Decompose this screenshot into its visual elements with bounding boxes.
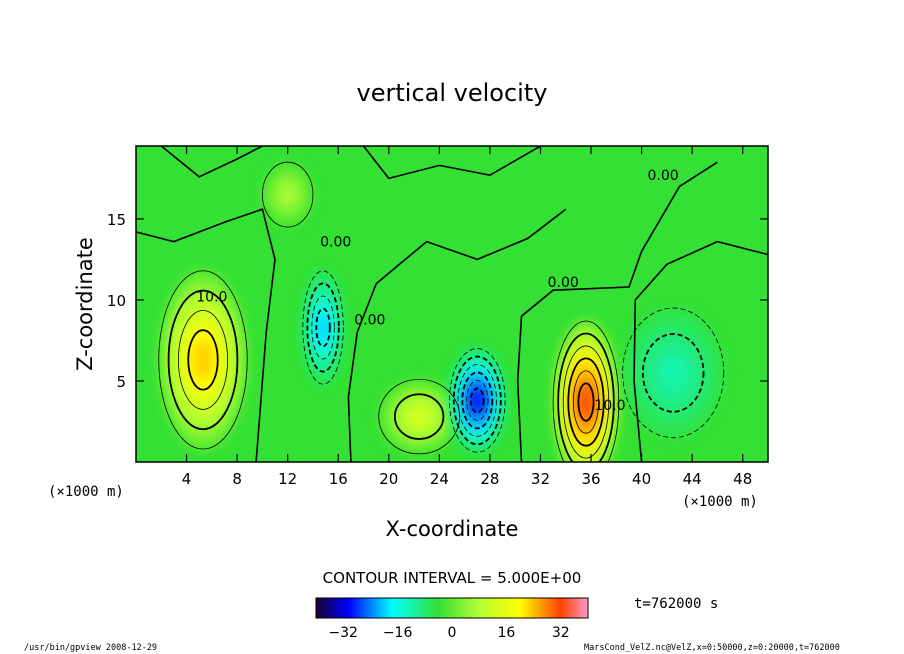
x-unit-right: (×1000 m) [682,494,758,510]
x-axis-label: X-coordinate [386,517,519,541]
contour-line-5-1 [641,333,705,413]
y-tick-label-0: 5 [116,373,126,391]
contour-label-5: 10.0 [594,398,625,414]
footer-left: /usr/bin/gpview 2008-12-29 [24,643,157,653]
colorbar-tick-label-1: −16 [383,625,413,641]
contour-line-0-2 [178,309,228,410]
zero-contour-4 [160,146,263,178]
contour-line-1-3 [315,307,331,348]
x-tick-label-6: 28 [480,470,499,488]
x-tick-label-10: 44 [683,470,702,488]
contour-interval: CONTOUR INTERVAL = 5.000E+00 [323,569,582,587]
x-tick-label-9: 40 [632,470,651,488]
contour-line-0-3 [187,329,219,391]
zero-contour-3 [633,240,768,462]
field-cell-5-layer-4 [662,358,685,388]
contour-line-2-1 [393,393,445,440]
zero-contour-2 [516,161,718,462]
contour-line-3-2 [457,364,497,437]
colorbar-tick-label-3: 16 [497,625,515,641]
contour-line-3-5 [469,387,485,414]
colorbar-tick-label-4: 32 [552,625,570,641]
contour-line-6-0 [261,161,314,228]
contour-line-5-0 [622,307,725,439]
contour-line-0-0 [158,270,248,450]
x-tick-label-7: 32 [531,470,550,488]
contour-line-4-2 [562,345,610,459]
field-cell-2-layer-4 [410,408,429,425]
x-unit-left: (×1000 m) [48,484,124,500]
zero-contour-0 [136,208,276,462]
x-tick-label-0: 4 [182,470,192,488]
contour-label-3: 0.00 [548,275,579,291]
field-cell-4-layer-4 [578,384,594,420]
contour-line-3-0 [449,348,506,453]
field-cell-0-layer-4 [193,340,213,380]
x-tick-label-5: 24 [430,470,449,488]
zero-contour-1 [347,208,567,462]
contour-line-4-4 [572,370,600,434]
contour-label-0: 10.0 [196,290,227,306]
y-axis-label: Z-coordinate [73,237,97,371]
x-tick-label-1: 8 [232,470,242,488]
contour-line-2-0 [378,378,460,455]
field-cell-1-layer-4 [318,315,328,340]
field-cell-3-layer-4 [471,389,484,412]
zero-contour-5 [362,146,541,180]
contour-line-1-0 [302,270,344,385]
x-tick-label-2: 12 [278,470,297,488]
contour-line-1-1 [306,282,340,373]
contour-line-3-1 [452,355,502,446]
x-tick-label-4: 20 [379,470,398,488]
contour-label-2: 0.00 [354,312,385,328]
colorbar [315,597,589,619]
y-tick-label-2: 15 [107,211,126,229]
contour-line-1-2 [311,295,335,360]
x-tick-label-8: 36 [581,470,600,488]
contour-lines: 10.0 0.00 0.00 0.00 0.00 10.0 [136,146,768,462]
chart-title: vertical velocity [357,79,548,107]
colorbar-tick-label-0: −32 [328,625,358,641]
x-tick-label-3: 16 [329,470,348,488]
footer-right: MarsCond_VelZ.nc@VelZ,x=0:50000,z=0:2000… [584,643,840,653]
plot-frame [135,145,769,463]
y-axis: 5 10 15 [107,211,768,391]
contour-line-3-4 [466,380,489,421]
contour-line-4-5 [577,382,595,422]
contour-label-1: 0.00 [320,234,351,250]
contour-line-4-0 [552,320,620,462]
contour-line-0-1 [167,289,239,431]
colorbar-tick-label-2: 0 [448,625,457,641]
field-cell-6-layer-4 [282,187,294,202]
x-axis: 4 8 12 16 20 24 28 32 36 40 44 48 [182,146,752,488]
contour-label-4: 0.00 [648,168,679,184]
colorbar-ticks: −32 −16 0 16 32 [328,625,569,641]
contour-line-4-1 [557,332,615,462]
time-label: t=762000 s [634,596,718,612]
y-tick-label-1: 10 [107,292,126,310]
contour-line-3-3 [461,371,494,430]
x-tick-label-11: 48 [733,470,752,488]
contour-line-4-3 [567,357,605,447]
field-cells [158,162,724,462]
